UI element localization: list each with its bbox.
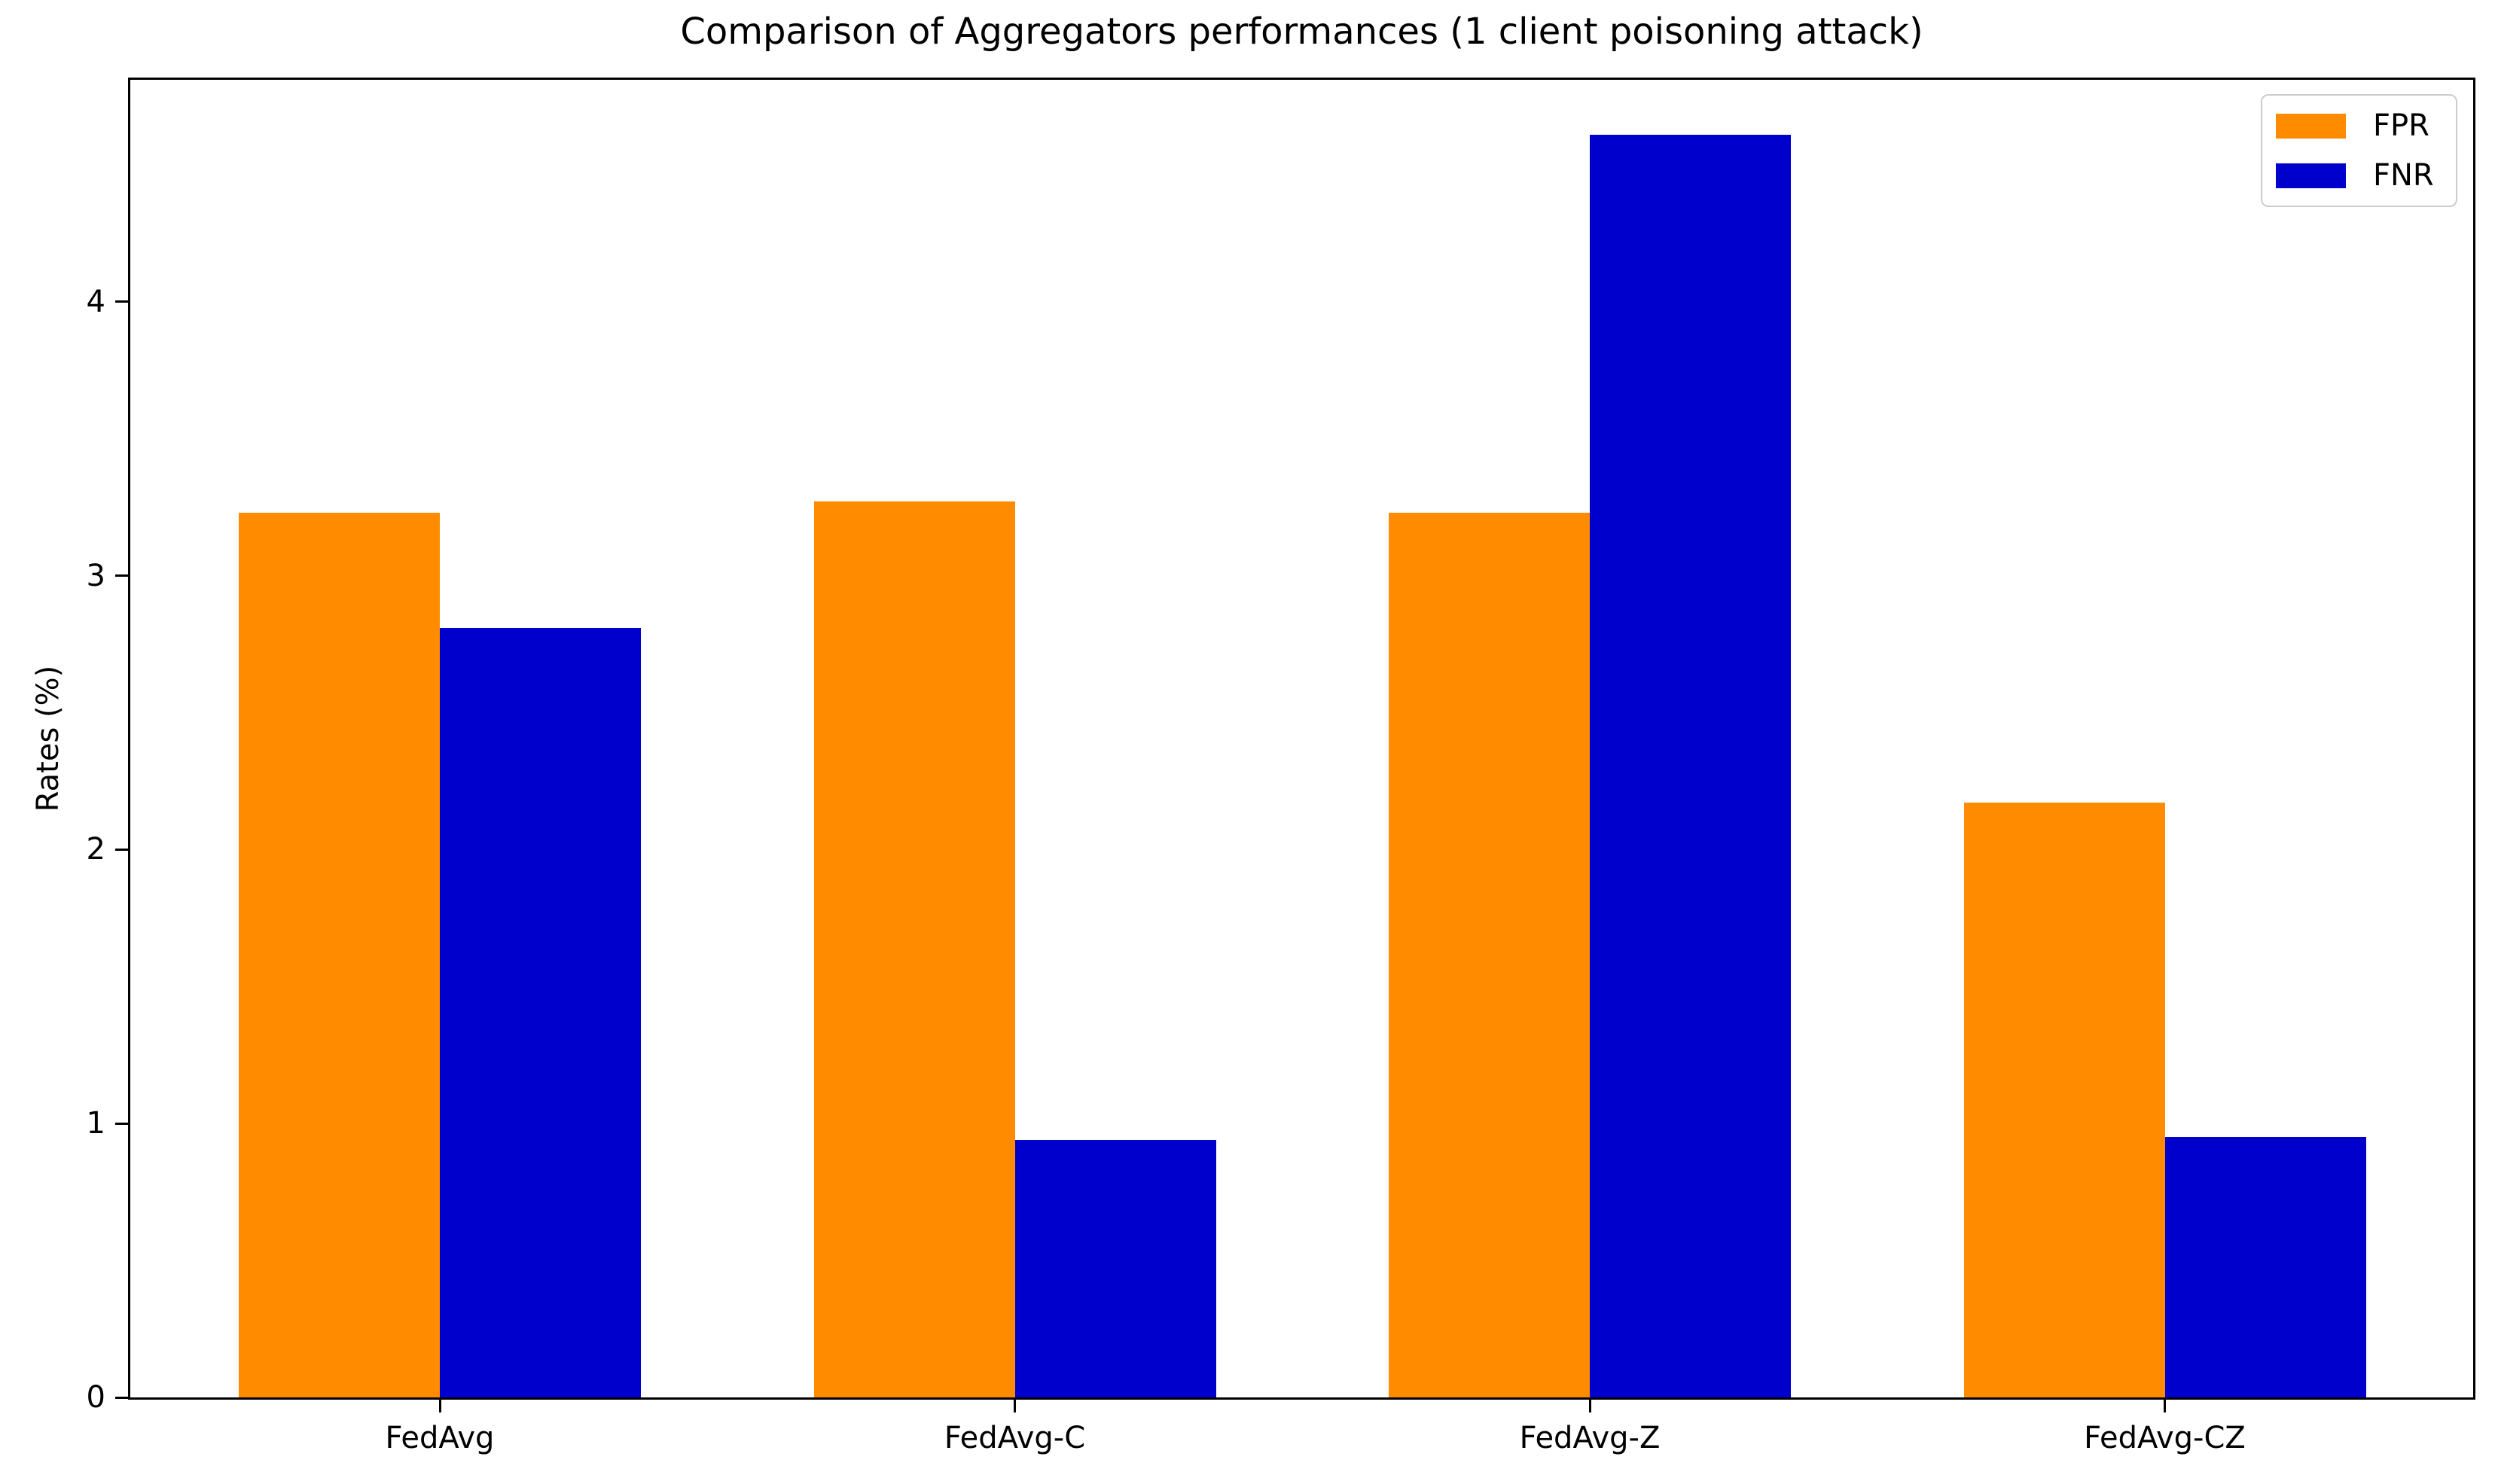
x-tick-label-fedavg-z: FedAvg-Z (1519, 1421, 1661, 1455)
legend-label-fnr: FNR (2373, 158, 2434, 193)
bar-fedavg-fnr (440, 628, 641, 1397)
y-tick-mark-3 (115, 574, 128, 577)
bar-fedavg-fpr (239, 513, 440, 1397)
y-tick-mark-1 (115, 1122, 128, 1125)
y-tick-mark-0 (115, 1396, 128, 1399)
y-axis-label: Rates (%) (31, 665, 66, 812)
y-tick-label-4: 4 (86, 284, 105, 319)
legend-swatch-fpr (2276, 113, 2346, 139)
y-tick-label-3: 3 (86, 558, 105, 593)
y-tick-mark-2 (115, 848, 128, 851)
bar-fedavg-z-fnr (1590, 135, 1791, 1397)
x-tick-mark-fedavg-c (1014, 1400, 1016, 1412)
x-tick-mark-fedavg-cz (2164, 1400, 2166, 1412)
x-tick-mark-fedavg-z (1588, 1400, 1591, 1412)
chart-title: Comparison of Aggregators performances (… (680, 11, 1923, 53)
legend: FPR FNR (2261, 94, 2457, 207)
legend-item-fpr: FPR (2276, 109, 2442, 142)
x-tick-mark-fedavg (438, 1400, 441, 1412)
y-tick-label-0: 0 (86, 1380, 105, 1415)
bar-fedavg-cz-fnr (2164, 1137, 2366, 1397)
y-tick-label-2: 2 (86, 832, 105, 867)
legend-label-fpr: FPR (2373, 108, 2429, 143)
y-tick-mark-4 (115, 300, 128, 303)
bar-fedavg-z-fpr (1389, 513, 1590, 1397)
y-tick-label-1: 1 (86, 1106, 105, 1141)
bar-fedavg-cz-fpr (1963, 803, 2165, 1397)
plot-area (128, 78, 2475, 1400)
x-tick-label-fedavg-cz: FedAvg-CZ (2084, 1421, 2246, 1455)
bar-fedavg-c-fnr (1014, 1140, 1216, 1397)
bar-fedavg-c-fpr (813, 501, 1015, 1397)
x-tick-label-fedavg-c: FedAvg-C (944, 1421, 1086, 1455)
legend-swatch-fnr (2276, 163, 2346, 188)
legend-item-fnr: FNR (2276, 159, 2442, 192)
x-tick-label-fedavg: FedAvg (385, 1421, 495, 1455)
